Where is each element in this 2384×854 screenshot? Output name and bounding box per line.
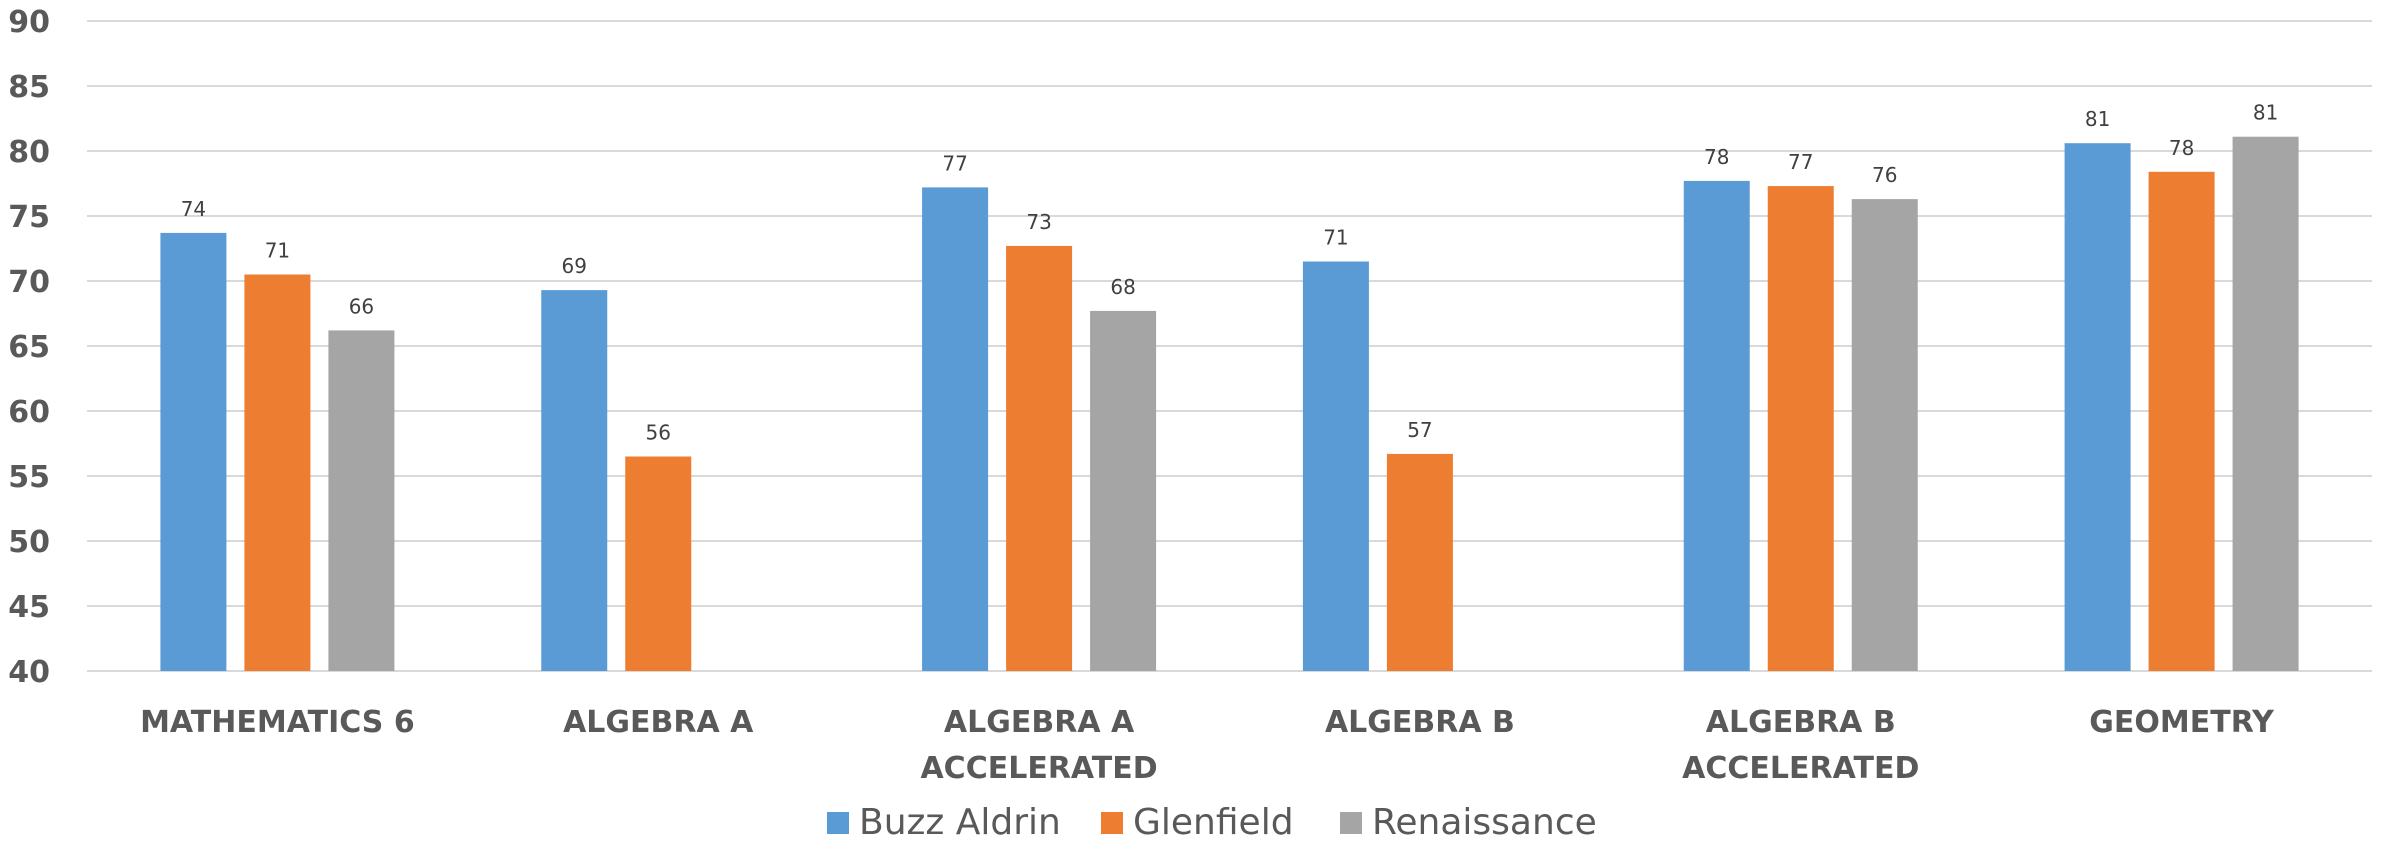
data-label-3-1: 57 <box>1407 418 1432 442</box>
y-tick-label-85: 85 <box>8 70 50 105</box>
x-category-label-2-0: ALGEBRA A <box>944 705 1135 740</box>
bar-3-0 <box>1302 261 1369 671</box>
data-label-2-1: 73 <box>1026 210 1051 234</box>
bar-5-2 <box>2232 136 2299 671</box>
bar-4-2 <box>1851 199 1918 671</box>
data-label-1-1: 56 <box>646 421 671 445</box>
y-tick-label-45: 45 <box>8 590 50 625</box>
y-tick-label-80: 80 <box>8 135 50 170</box>
data-label-0-2: 66 <box>349 294 374 318</box>
bar-5-0 <box>2064 143 2131 671</box>
legend: Buzz Aldrin Glenfield Renaissance <box>827 802 1597 843</box>
y-tick-label-75: 75 <box>8 200 50 235</box>
legend-label-0: Buzz Aldrin <box>859 802 1061 843</box>
data-label-0-1: 71 <box>265 239 290 263</box>
data-label-2-0: 77 <box>942 151 967 175</box>
data-label-2-2: 68 <box>1110 275 1135 299</box>
gridlines <box>87 20 2372 672</box>
y-tick-label-90: 90 <box>8 5 50 40</box>
bar-0-0 <box>160 232 227 671</box>
x-axis-category-labels: MATHEMATICS 6 ALGEBRA A ALGEBRA A ACCELERAT… <box>140 705 2275 786</box>
y-tick-label-65: 65 <box>8 330 50 365</box>
bar-3-1 <box>1386 453 1453 671</box>
legend-swatch-0 <box>827 812 849 834</box>
y-tick-label-55: 55 <box>8 460 50 495</box>
y-tick-label-60: 60 <box>8 395 50 430</box>
data-labels: 74 71 66 69 56 77 73 68 71 57 78 77 76 81 78 81 <box>181 101 2279 445</box>
y-tick-label-50: 50 <box>8 525 50 560</box>
y-tick-label-40: 40 <box>8 655 50 690</box>
bars <box>160 136 2299 672</box>
bar-4-0 <box>1683 180 1750 671</box>
x-category-label-5-0: GEOMETRY <box>2089 705 2275 740</box>
x-category-label-0-0: MATHEMATICS 6 <box>140 705 415 740</box>
data-label-5-0: 81 <box>2085 107 2110 131</box>
bar-2-1 <box>1006 245 1073 671</box>
y-axis-tick-labels: 40 45 50 55 60 65 70 75 80 85 90 <box>8 5 50 690</box>
y-tick-label-70: 70 <box>8 265 50 300</box>
legend-swatch-1 <box>1101 812 1123 834</box>
legend-swatch-2 <box>1340 812 1362 834</box>
data-label-0-0: 74 <box>181 197 206 221</box>
legend-label-1: Glenfield <box>1133 802 1294 843</box>
bar-0-2 <box>328 330 395 671</box>
x-category-label-2-1: ACCELERATED <box>920 751 1157 786</box>
data-label-4-0: 78 <box>1704 145 1729 169</box>
data-label-4-1: 77 <box>1788 150 1813 174</box>
bar-5-1 <box>2148 171 2215 672</box>
bar-2-0 <box>922 187 989 671</box>
data-label-1-0: 69 <box>562 254 587 278</box>
x-category-label-4-1: ACCELERATED <box>1682 751 1919 786</box>
bar-4-1 <box>1767 186 1834 671</box>
data-label-4-2: 76 <box>1872 163 1897 187</box>
bar-2-2 <box>1090 310 1157 671</box>
x-category-label-1-0: ALGEBRA A <box>563 705 754 740</box>
legend-label-2: Renaissance <box>1372 802 1597 843</box>
x-category-label-4-0: ALGEBRA B <box>1706 705 1896 740</box>
data-label-3-0: 71 <box>1323 226 1348 250</box>
bar-1-0 <box>541 290 608 671</box>
data-label-5-1: 78 <box>2169 136 2194 160</box>
bar-0-1 <box>244 274 311 671</box>
data-label-5-2: 81 <box>2253 101 2278 125</box>
bar-1-1 <box>625 456 692 671</box>
x-category-label-3-0: ALGEBRA B <box>1325 705 1515 740</box>
